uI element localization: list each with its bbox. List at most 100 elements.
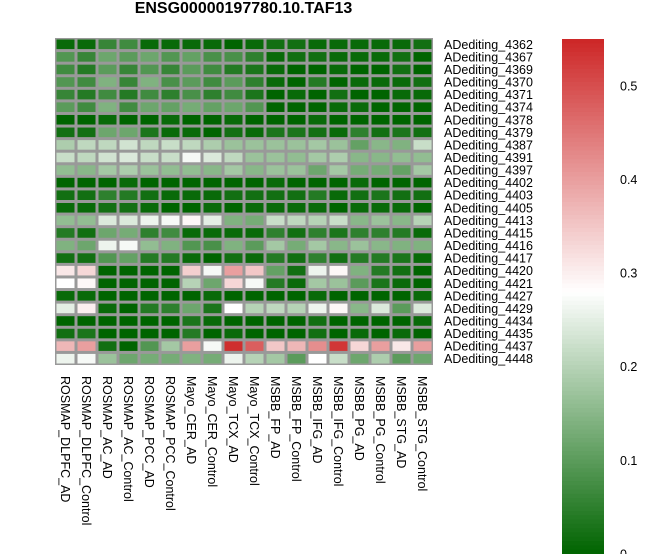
heatmap-cell xyxy=(77,177,96,188)
heatmap-cell xyxy=(392,316,411,326)
heatmap-cell xyxy=(392,203,411,213)
heatmap-cell xyxy=(140,190,159,200)
heatmap-cell xyxy=(161,353,180,364)
heatmap-cell xyxy=(161,52,180,62)
column-label: ROSMAP_AC_Control xyxy=(121,376,135,502)
row-label: ADediting_4387 xyxy=(444,138,533,152)
heatmap-cell xyxy=(98,190,117,200)
heatmap-cell xyxy=(371,341,390,351)
heatmap-cell xyxy=(413,77,432,87)
heatmap-cell xyxy=(245,353,264,364)
heatmap-cell xyxy=(371,303,390,314)
heatmap-cell xyxy=(203,215,222,226)
heatmap-cell xyxy=(182,316,201,326)
heatmap-cell xyxy=(392,127,411,138)
heatmap-cell xyxy=(98,203,117,213)
heatmap-cell xyxy=(371,114,390,125)
heatmap-cell xyxy=(350,102,369,112)
heatmap-cell xyxy=(413,316,432,326)
row-label: ADediting_4434 xyxy=(444,314,533,328)
heatmap-cell xyxy=(56,77,75,87)
heatmap-cell xyxy=(308,64,327,75)
legend-gradient-segment xyxy=(562,137,604,143)
heatmap-cell xyxy=(371,278,390,289)
heatmap-cell xyxy=(413,291,432,301)
heatmap-cell xyxy=(329,215,348,226)
legend-gradient-segment xyxy=(562,343,604,349)
heatmap-cell xyxy=(119,127,138,138)
heatmap-cell xyxy=(266,228,285,238)
heatmap-cell xyxy=(392,165,411,175)
legend-gradient-segment xyxy=(562,335,604,341)
heatmap-cell xyxy=(119,303,138,314)
heatmap-cell xyxy=(371,265,390,276)
heatmap-cell xyxy=(161,177,180,188)
heatmap-cell xyxy=(287,165,306,175)
heatmap-cell xyxy=(224,328,243,339)
heatmap-cell xyxy=(56,52,75,62)
legend-tick-label: 0 xyxy=(620,548,627,554)
heatmap-cell xyxy=(413,278,432,289)
legend-gradient-segment xyxy=(562,442,604,448)
heatmap-cell xyxy=(308,114,327,125)
heatmap-cell xyxy=(161,203,180,213)
heatmap-cell xyxy=(224,253,243,263)
heatmap-cell xyxy=(98,328,117,339)
heatmap-cell xyxy=(98,152,117,163)
heatmap-cell xyxy=(119,265,138,276)
heatmap-cell xyxy=(413,240,432,251)
legend-gradient-segment xyxy=(562,172,604,177)
heatmap-cell xyxy=(392,215,411,226)
heatmap-cell xyxy=(98,215,117,226)
heatmap-cell xyxy=(182,353,201,364)
heatmap-cell xyxy=(224,52,243,62)
heatmap-cell xyxy=(329,52,348,62)
heatmap-cell xyxy=(350,64,369,75)
legend-gradient-segment xyxy=(562,94,604,100)
legend-gradient-segment xyxy=(562,154,604,160)
heatmap-cell xyxy=(203,265,222,276)
legend-gradient-segment xyxy=(562,322,604,328)
heatmap-cell xyxy=(182,265,201,276)
heatmap-cell xyxy=(266,328,285,339)
legend-gradient-segment xyxy=(562,159,604,165)
heatmap-cell xyxy=(350,353,369,364)
heatmap-cell xyxy=(98,303,117,314)
heatmap-cell xyxy=(308,240,327,251)
heatmap-cell xyxy=(161,341,180,351)
legend-gradient-segment xyxy=(562,120,604,126)
heatmap-cell xyxy=(77,52,96,62)
heatmap-cell xyxy=(77,77,96,87)
heatmap-cell xyxy=(56,203,75,213)
heatmap-cell xyxy=(371,316,390,326)
heatmap-cell xyxy=(77,291,96,301)
heatmap-cell xyxy=(266,278,285,289)
heatmap-cell xyxy=(98,165,117,175)
heatmap-cell xyxy=(392,291,411,301)
legend-gradient-segment xyxy=(562,523,604,529)
heatmap-cell xyxy=(287,177,306,188)
heatmap-cell xyxy=(392,140,411,150)
heatmap-cell xyxy=(413,265,432,276)
heatmap-cell xyxy=(371,253,390,263)
heatmap-cell xyxy=(245,127,264,138)
legend-gradient-segment xyxy=(562,116,604,122)
heatmap-cell xyxy=(161,190,180,200)
heatmap-cell xyxy=(98,127,117,138)
heatmap-cell xyxy=(329,240,348,251)
legend-gradient-segment xyxy=(562,81,604,87)
column-label: ROSMAP_DLPFC_Control xyxy=(79,376,93,525)
heatmap-cell xyxy=(287,39,306,50)
heatmap-cell xyxy=(287,328,306,339)
heatmap-cell xyxy=(245,203,264,213)
heatmap-cell xyxy=(350,316,369,326)
legend-gradient-segment xyxy=(562,502,604,508)
heatmap-cell xyxy=(371,353,390,364)
heatmap-cell xyxy=(140,39,159,50)
legend-tick-label: 0.3 xyxy=(620,267,637,281)
heatmap-cell xyxy=(224,228,243,238)
heatmap-cell xyxy=(182,39,201,50)
heatmap-cell xyxy=(350,127,369,138)
heatmap-cell xyxy=(56,341,75,351)
heatmap-cell xyxy=(161,291,180,301)
